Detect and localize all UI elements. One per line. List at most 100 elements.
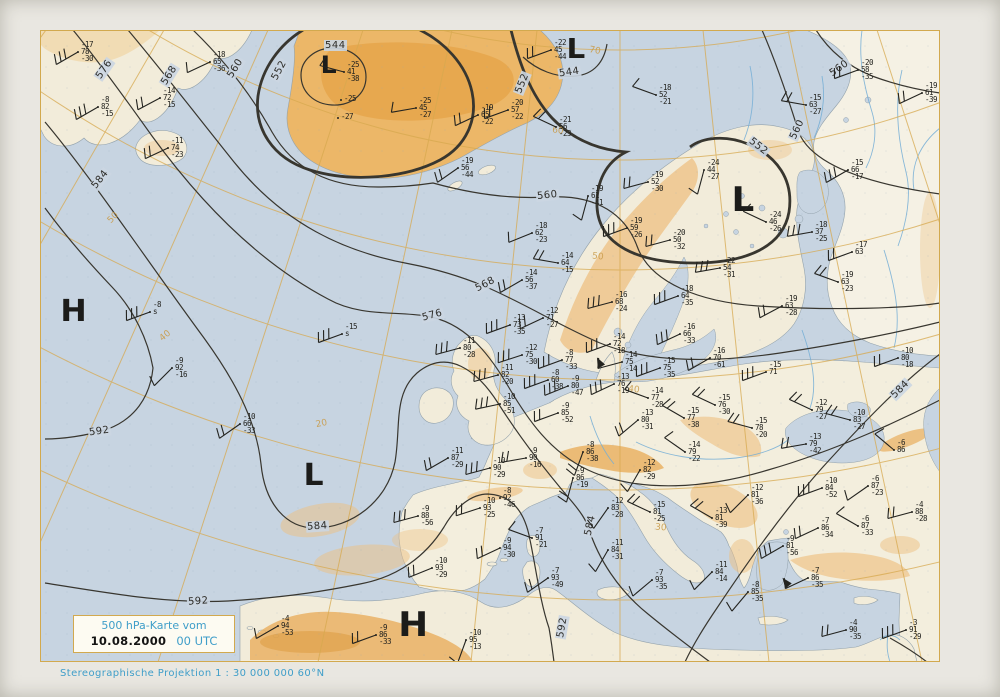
wind-barb-icon [596, 357, 623, 370]
wind-barb-icon [623, 176, 649, 190]
station-dot [566, 384, 570, 388]
wind-barb-icon [827, 248, 853, 262]
station-values: -18 62 -23 [535, 221, 548, 244]
station-dot [608, 342, 612, 346]
station-dot [498, 546, 502, 550]
contour-544-greenland [300, 47, 367, 106]
station-values: -19 56 -44 [461, 156, 474, 179]
station-dot [904, 628, 908, 632]
wind-barb-icon [726, 591, 749, 612]
station-values: -14 79 -22 [688, 440, 701, 463]
wind-barb-icon [844, 485, 869, 501]
station-values: -15 66 -17 [851, 158, 864, 181]
wind-barb-icon [653, 290, 679, 306]
wind-barb-icon [645, 234, 671, 248]
station-values: -10 85 -51 [503, 392, 516, 415]
wind-barb-icon [897, 90, 923, 105]
contour-584-east [684, 353, 940, 662]
station-dot [148, 310, 152, 314]
station-values: -9 94 -30 [503, 536, 516, 559]
station-values: -7 86 -35 [811, 566, 824, 589]
station-dot [806, 576, 810, 580]
wind-barb-icon [407, 564, 433, 578]
station-values: -18 65 -36 [213, 50, 226, 73]
station-values: -15 s [345, 322, 358, 338]
wind-barb-icon [497, 279, 523, 293]
station-values: -20 50 -32 [673, 228, 686, 251]
station-values: -11 74 -23 [171, 136, 184, 159]
station-dot [646, 396, 650, 400]
station-values: -9 86 -33 [379, 623, 392, 646]
wind-barb-icon [688, 169, 705, 195]
station-values: -25 [344, 94, 357, 103]
legend-title: 500 hPa-Karte vom [101, 619, 207, 632]
station-dot [208, 60, 212, 64]
station-values: -12 81 -36 [751, 483, 764, 506]
station-dot [836, 280, 840, 284]
wind-barb-icon [814, 264, 839, 283]
station-values: -9 80 -47 [571, 374, 584, 397]
station-values: -6 87 -33 [861, 514, 874, 537]
station-dot [804, 442, 808, 446]
wind-barb-icon [435, 341, 461, 356]
station-dot [496, 373, 500, 377]
station-values: -10 84 -52 [825, 476, 838, 499]
station-dot [710, 516, 714, 520]
wind-barb-icon [557, 477, 574, 503]
station-dot [683, 450, 687, 454]
station-values: -11 87 -29 [451, 446, 464, 469]
station-values: -21 56 -23 [559, 115, 572, 138]
wind-barb-icon [475, 396, 501, 410]
station-values: -24 44 -27 [707, 158, 720, 181]
station-values: -11 84 -14 [715, 560, 728, 583]
wind-barb-icon [689, 498, 713, 519]
station-values: -14 72 -15 [163, 86, 176, 109]
wind-barb-icon [782, 577, 809, 590]
station-values: -25 45 -27 [419, 96, 432, 119]
station-values: -19 65 -22 [481, 103, 494, 126]
station-dot [708, 356, 712, 360]
station-dot [336, 116, 340, 120]
station-values: -7 93 -49 [551, 566, 564, 589]
wind-barb-icon [664, 431, 686, 453]
station-values: -22 54 -31 [723, 256, 736, 279]
wind-barb-icon [448, 639, 467, 662]
station-dot [654, 93, 658, 97]
station-values: -25 41 -38 [347, 60, 360, 83]
station-values: -11 84 -31 [611, 538, 624, 561]
station-dot [556, 261, 560, 265]
wind-barb-icon [543, 380, 569, 396]
station-dot [856, 68, 860, 72]
map-area: 5445525605685765845925445525605525605605… [40, 30, 940, 662]
station-values: -18 37 -25 [815, 220, 828, 243]
station-dot [780, 304, 784, 308]
station-values: -4 94 -53 [281, 614, 294, 637]
station-dot [646, 180, 650, 184]
station-dot [866, 484, 870, 488]
wind-barb-icon [475, 545, 501, 560]
station-values: -12 83 -28 [611, 496, 624, 519]
station-values: -13 79 -42 [809, 432, 822, 455]
graticule [40, 30, 940, 662]
station-dot [158, 96, 162, 100]
wind-barb-icon [587, 507, 609, 529]
station-dot [718, 266, 722, 270]
wind-barb-icon [587, 295, 613, 310]
wind-barb-icon [390, 101, 417, 113]
contour-label: 544 [324, 40, 347, 51]
wind-barb-icon [626, 493, 651, 513]
wind-barb-icon [518, 315, 544, 330]
wind-barb-icon [585, 338, 611, 354]
wind-barb-icon [125, 306, 151, 322]
contour-560-main [192, 30, 940, 310]
wind-barb-icon [507, 231, 533, 243]
station-dot [625, 226, 629, 230]
wind-barb-icon [393, 509, 419, 524]
station-dot [920, 91, 924, 95]
wind-barb-icon [455, 503, 481, 517]
station-values: -10 93 -29 [435, 556, 448, 579]
station-values: -13 73 -35 [513, 313, 526, 336]
contour-552-main [509, 30, 792, 265]
wind-barb-icon [797, 482, 823, 498]
station-dot [650, 578, 654, 582]
